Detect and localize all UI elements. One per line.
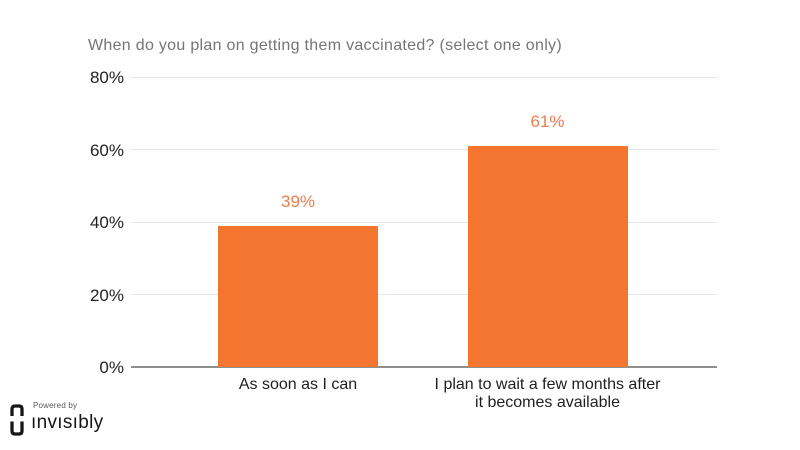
brand-name: ınvısıbly bbox=[31, 412, 104, 433]
y-axis-tick-label: 60% bbox=[89, 140, 124, 160]
y-axis-tick-label: 20% bbox=[89, 285, 124, 305]
gridline bbox=[131, 149, 717, 150]
chart-title: When do you plan on getting them vaccina… bbox=[88, 37, 562, 54]
gridline bbox=[131, 294, 717, 295]
bar-value-label: 61% bbox=[530, 111, 565, 131]
bar-value-label: 39% bbox=[280, 191, 316, 211]
powered-by-label: Powered by bbox=[33, 401, 78, 410]
branding: Powered by ınvısıbly bbox=[0, 0, 160, 436]
invisibly-logo-icon bbox=[10, 404, 24, 436]
gridline bbox=[131, 221, 717, 223]
bar-as-soon-as-i-can bbox=[218, 225, 378, 367]
bar-wait-a-few-months bbox=[467, 145, 628, 367]
x-axis-line bbox=[131, 366, 717, 368]
gridline bbox=[131, 76, 717, 78]
y-axis-tick-label: 80% bbox=[89, 68, 124, 87]
y-axis-tick-label: 40% bbox=[89, 213, 124, 232]
y-axis-tick-label: 0% bbox=[99, 358, 124, 377]
x-axis-category-label: I plan to wait a few months after it bec… bbox=[434, 376, 661, 411]
x-axis-category-label: As soon as I can bbox=[238, 376, 358, 393]
